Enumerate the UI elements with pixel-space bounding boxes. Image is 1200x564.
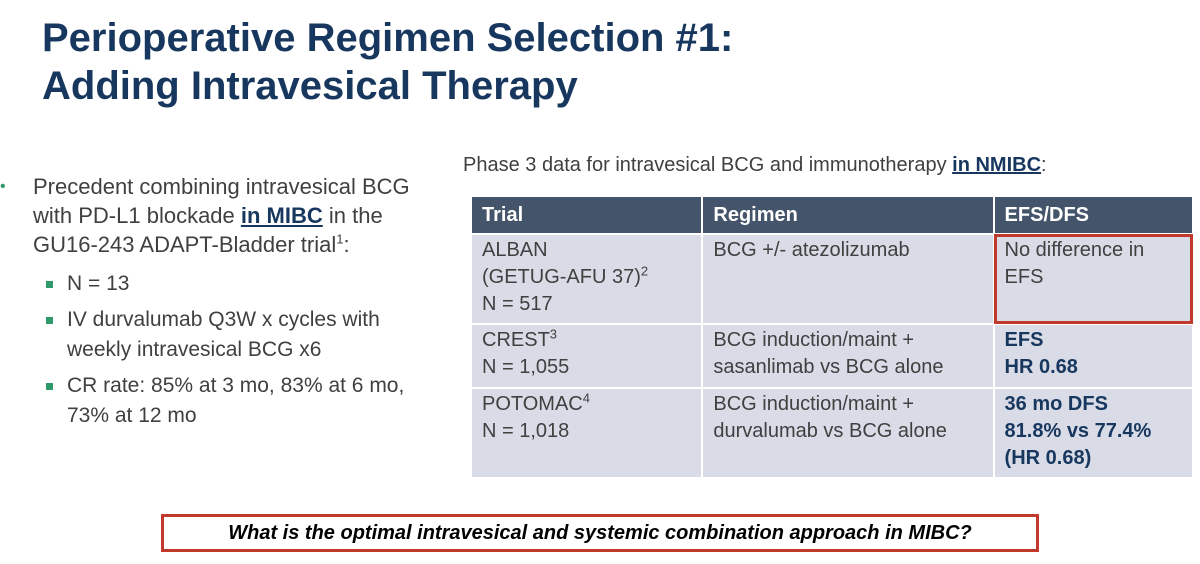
result-line-2: EFS	[1004, 266, 1044, 288]
result-cell-highlighted: No difference in EFS	[992, 233, 1195, 325]
sub-bullet: N = 13	[0, 269, 437, 299]
regimen-text: BCG +/- atezolizumab	[713, 239, 910, 261]
trial-n: N = 1,018	[482, 420, 570, 442]
table-caption: Phase 3 data for intravesical BCG and im…	[463, 151, 1047, 179]
table-row-alban: ALBAN (GETUG-AFU 37)2 N = 517 BCG +/- at…	[469, 233, 1195, 325]
sub-bullet-text: N = 13	[67, 272, 130, 295]
trial-cell: CREST3 N = 1,055	[469, 323, 704, 389]
sub-bullet-text: CR rate: 85% at 3 mo, 83% at 6 mo, 73% a…	[67, 374, 405, 427]
caption-emphasis: in NMIBC	[952, 154, 1042, 176]
trial-name: CREST	[482, 329, 550, 351]
bullet-footnote: 1	[336, 231, 344, 247]
key-question-box: What is the optimal intravesical and sys…	[161, 514, 1039, 552]
result-line-1: No difference in	[1004, 239, 1145, 261]
bullet-dot-icon: •	[0, 178, 6, 195]
sub-bullet: CR rate: 85% at 3 mo, 83% at 6 mo, 73% a…	[0, 371, 437, 431]
sub-bullet-text: IV durvalumab Q3W x cycles with weekly i…	[67, 308, 380, 361]
caption-text-pre: Phase 3 data for intravesical BCG and im…	[463, 154, 953, 176]
result-line-1: 36 mo DFS	[1004, 393, 1108, 415]
regimen-line-1: BCG induction/maint +	[713, 329, 915, 351]
trial-footnote: 2	[640, 263, 649, 279]
left-bullets: • Precedent combining intravesical BCG w…	[0, 172, 450, 437]
trial-cell: ALBAN (GETUG-AFU 37)2 N = 517	[469, 233, 704, 325]
trial-footnote: 3	[549, 326, 558, 342]
key-question-text: What is the optimal intravesical and sys…	[228, 521, 972, 544]
header-trial: Trial	[469, 195, 704, 235]
table-row-potomac: POTOMAC4 N = 1,018 BCG induction/maint +…	[469, 387, 1195, 479]
sub-bullet: IV durvalumab Q3W x cycles with weekly i…	[0, 305, 437, 365]
trials-table: Trial Regimen EFS/DFS ALBAN (GETUG-AFU 3…	[469, 195, 1195, 479]
trial-n: N = 517	[482, 293, 553, 315]
table-header-row: Trial Regimen EFS/DFS	[469, 195, 1195, 235]
square-bullet-icon	[46, 317, 53, 324]
trial-footnote: 4	[582, 390, 590, 406]
result-cell: 36 mo DFS 81.8% vs 77.4% (HR 0.68)	[992, 387, 1195, 479]
result-line-2: 81.8% vs 77.4%	[1004, 420, 1152, 442]
bullet-emphasis: in MIBC	[240, 203, 323, 228]
bullet-text-pre: Precedent combining intravesical BCG wit…	[33, 174, 410, 228]
table-row-crest: CREST3 N = 1,055 BCG induction/maint + s…	[469, 323, 1195, 389]
result-line-3: (HR 0.68)	[1004, 447, 1092, 469]
result-line-1: EFS	[1004, 329, 1044, 351]
result-line-2: HR 0.68	[1004, 356, 1078, 378]
slide-title: Perioperative Regimen Selection #1: Addi…	[42, 14, 733, 110]
square-bullet-icon	[46, 383, 53, 390]
regimen-line-2: sasanlimab vs BCG alone	[713, 356, 944, 378]
regimen-cell: BCG induction/maint + durvalumab vs BCG …	[701, 387, 995, 479]
regimen-line-1: BCG induction/maint +	[713, 393, 915, 415]
trial-name: ALBAN	[482, 239, 548, 261]
trial-cell: POTOMAC4 N = 1,018	[469, 387, 704, 479]
title-line-1: Perioperative Regimen Selection #1:	[42, 16, 734, 60]
caption-text-post: :	[1041, 154, 1047, 176]
main-bullet: • Precedent combining intravesical BCG w…	[0, 172, 450, 259]
sub-bullet-list: N = 13 IV durvalumab Q3W x cycles with w…	[0, 269, 450, 431]
regimen-cell: BCG +/- atezolizumab	[701, 233, 995, 325]
header-efs-dfs: EFS/DFS	[992, 195, 1195, 235]
trial-group: (GETUG-AFU 37)	[482, 266, 641, 288]
result-cell: EFS HR 0.68	[992, 323, 1195, 389]
trial-n: N = 1,055	[482, 356, 570, 378]
regimen-cell: BCG induction/maint + sasanlimab vs BCG …	[701, 323, 995, 389]
header-regimen: Regimen	[701, 195, 995, 235]
square-bullet-icon	[46, 281, 53, 288]
bullet-text-colon: :	[343, 232, 350, 257]
regimen-line-2: durvalumab vs BCG alone	[713, 420, 947, 442]
title-line-2: Adding Intravesical Therapy	[42, 64, 578, 108]
bullet-text-post: in the GU16-243 ADAPT-Bladder trial	[33, 203, 383, 257]
trial-name: POTOMAC	[482, 393, 583, 415]
